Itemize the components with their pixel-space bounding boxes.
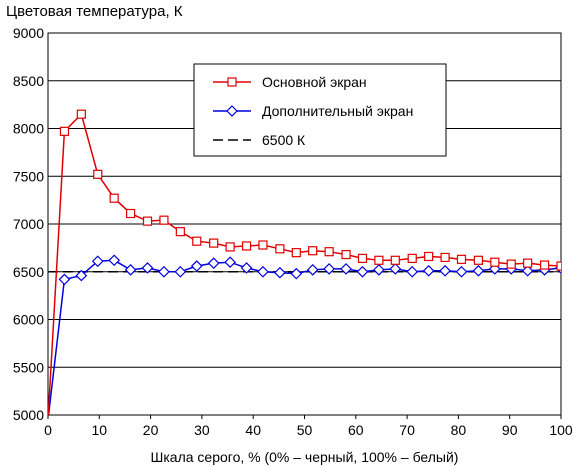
- legend-marker: [226, 105, 238, 117]
- y-tick-label: 7000: [13, 216, 44, 232]
- y-tick-label: 5000: [13, 407, 44, 423]
- x-tick-label: 70: [399, 422, 415, 438]
- x-tick-label: 40: [245, 422, 261, 438]
- y-tick-label: 8000: [13, 121, 44, 137]
- data-point: [174, 265, 187, 278]
- data-point: [91, 255, 104, 268]
- x-tick-label: 30: [194, 422, 210, 438]
- data-point: [506, 259, 516, 269]
- data-point: [190, 260, 203, 272]
- data-point: [274, 266, 286, 279]
- data-point: [125, 208, 136, 219]
- data-point: [521, 264, 534, 277]
- x-tick-label: 0: [44, 422, 52, 438]
- data-point: [373, 263, 385, 276]
- x-tick-label: 60: [348, 422, 364, 438]
- data-point: [124, 263, 137, 276]
- legend-marker: [227, 77, 237, 87]
- data-point: [456, 254, 467, 264]
- data-point: [440, 252, 450, 263]
- x-tick-label: 20: [143, 422, 159, 438]
- data-point: [225, 242, 235, 252]
- data-point: [424, 251, 434, 262]
- legend-entry: Основной экран: [213, 74, 367, 90]
- legend-label: Дополнительный экран: [262, 103, 413, 119]
- data-point: [406, 265, 419, 278]
- series-0: [48, 109, 561, 415]
- data-point: [308, 246, 318, 256]
- data-point: [275, 244, 285, 254]
- data-point: [340, 263, 352, 275]
- x-tick-label: 80: [451, 422, 467, 438]
- data-point: [257, 265, 269, 278]
- data-point: [108, 254, 121, 267]
- data-point: [389, 263, 402, 275]
- data-point: [75, 269, 88, 282]
- data-point: [142, 216, 153, 226]
- data-point: [93, 169, 103, 179]
- data-point: [439, 264, 451, 277]
- data-point: [324, 247, 334, 257]
- series-layer: [48, 109, 561, 415]
- y-tick-label: 9000: [13, 25, 44, 41]
- series-line: [48, 259, 561, 415]
- data-point: [141, 262, 154, 274]
- legend-label: 6500 К: [262, 132, 306, 148]
- data-point: [407, 253, 417, 263]
- series-1: [48, 254, 561, 415]
- data-point: [356, 265, 369, 278]
- x-tick-label: 50: [297, 422, 313, 438]
- data-point: [175, 227, 185, 237]
- data-point: [240, 262, 253, 274]
- data-point: [422, 264, 435, 277]
- data-point: [76, 109, 86, 119]
- chart-title: Цветовая температура, К: [6, 3, 183, 20]
- data-point: [472, 264, 485, 277]
- plot-area: [47, 32, 562, 416]
- x-axis-ticks: 0 10 20 30 40 50 60 70 80 90 100: [44, 415, 573, 438]
- data-point: [258, 240, 268, 250]
- y-tick-label: 6500: [13, 264, 44, 280]
- data-point: [455, 265, 468, 278]
- data-point: [192, 236, 202, 246]
- x-tick-label: 10: [92, 422, 108, 438]
- data-point: [490, 257, 500, 267]
- legend-label: Основной экран: [262, 74, 367, 90]
- data-point: [224, 256, 236, 269]
- data-point: [556, 261, 561, 271]
- y-tick-label: 8500: [13, 73, 44, 89]
- y-tick-label: 7500: [13, 168, 44, 184]
- data-point: [306, 263, 319, 276]
- data-point: [207, 257, 220, 270]
- x-tick-label: 90: [502, 422, 518, 438]
- data-point: [109, 193, 119, 203]
- data-point: [357, 253, 368, 263]
- data-point: [473, 255, 484, 265]
- data-point: [290, 267, 303, 280]
- data-point: [159, 215, 169, 225]
- data-point: [523, 258, 533, 268]
- y-tick-label: 5500: [13, 359, 44, 375]
- legend-entry: Дополнительный экран: [213, 103, 413, 119]
- data-point: [390, 255, 400, 265]
- data-point: [59, 126, 70, 136]
- data-point: [341, 249, 351, 260]
- data-point: [291, 248, 301, 258]
- legend-entry: 6500 К: [213, 132, 306, 148]
- data-point: [241, 241, 252, 251]
- data-point: [374, 255, 384, 265]
- data-point: [539, 260, 550, 270]
- y-axis-ticks: 5000 5500 6000 6500 7000 7500 8000 8500 9000: [13, 25, 44, 423]
- data-point: [209, 238, 219, 248]
- x-axis-label: Шкала серого, % (0% – черный, 100% – бел…: [151, 449, 459, 465]
- data-point: [323, 263, 335, 275]
- data-point: [58, 273, 71, 286]
- legend: Основной экран Дополнительный экран 6500 К: [193, 63, 447, 157]
- x-tick-label: 100: [549, 422, 573, 438]
- data-point: [158, 265, 170, 278]
- y-tick-label: 6000: [13, 312, 44, 328]
